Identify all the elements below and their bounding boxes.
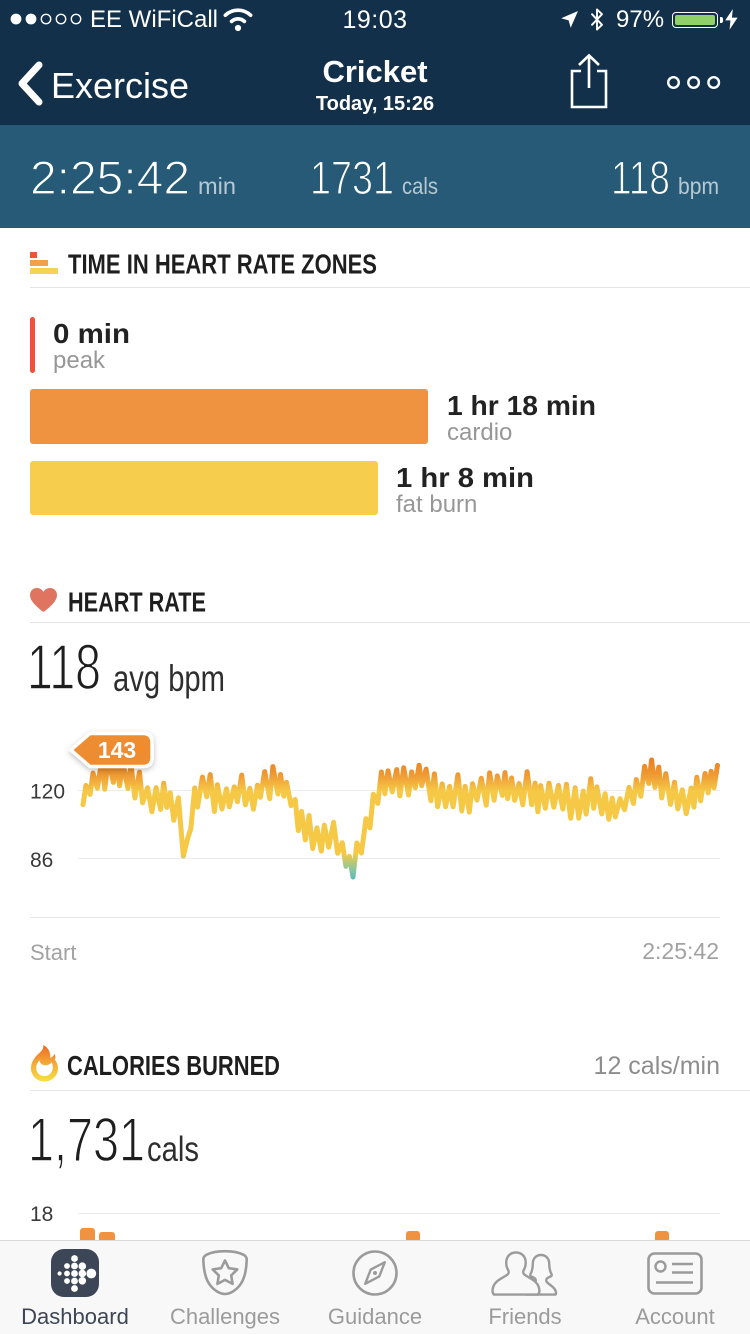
svg-text:118: 118	[611, 151, 670, 204]
svg-text:120: 120	[30, 781, 65, 804]
svg-text:cals: cals	[402, 173, 438, 199]
svg-text:18: 18	[30, 1203, 53, 1226]
svg-text:1 hr 8 min: 1 hr 8 min	[396, 462, 534, 493]
svg-text:143: 143	[98, 737, 136, 763]
svg-text:1731: 1731	[310, 151, 394, 204]
svg-text:bpm: bpm	[678, 173, 719, 199]
svg-text:avg bpm: avg bpm	[113, 658, 225, 699]
svg-text:TIME IN HEART RATE ZONES: TIME IN HEART RATE ZONES	[68, 249, 377, 280]
svg-text:118: 118	[27, 631, 101, 703]
svg-text:peak: peak	[53, 347, 106, 374]
svg-text:86: 86	[30, 849, 53, 872]
svg-text:fat burn: fat burn	[396, 491, 477, 518]
svg-text:1 hr 18 min: 1 hr 18 min	[447, 390, 596, 421]
svg-text:HEART RATE: HEART RATE	[68, 587, 206, 618]
svg-text:1,731: 1,731	[28, 1106, 145, 1175]
svg-text:cardio: cardio	[447, 419, 512, 446]
svg-text:cals: cals	[147, 1130, 199, 1169]
svg-text:min: min	[198, 173, 236, 199]
svg-text:CALORIES BURNED: CALORIES BURNED	[67, 1050, 280, 1081]
svg-text:0 min: 0 min	[53, 318, 130, 349]
svg-text:2:25:42: 2:25:42	[30, 151, 190, 204]
